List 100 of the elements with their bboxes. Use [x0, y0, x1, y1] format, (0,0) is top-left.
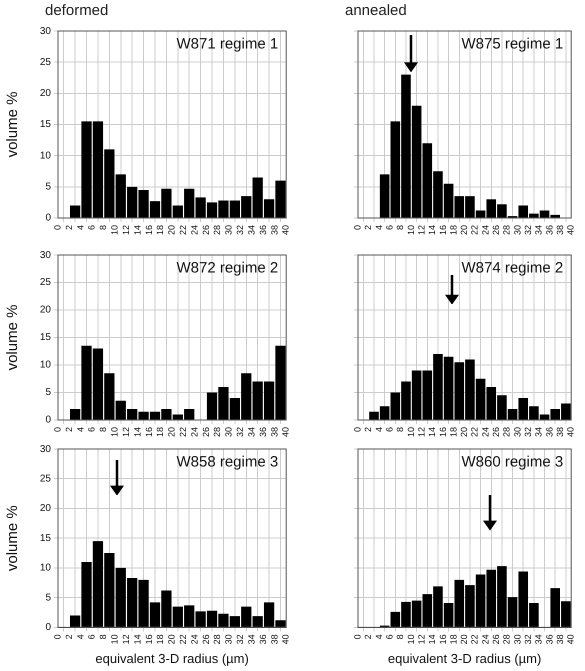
x-tick-label: 36 [544, 224, 554, 236]
y-tick-label: 20 [40, 88, 52, 100]
x-tick-label: 4 [374, 634, 384, 640]
x-tick-label: 34 [534, 224, 544, 236]
x-tick-label: 16 [438, 224, 448, 236]
y-axis-title: volume % [4, 505, 22, 572]
x-tick-label: 18 [448, 634, 458, 644]
x-tick-label: 32 [235, 634, 246, 644]
x-tick-label: 26 [491, 426, 502, 438]
x-tick-label: 0 [352, 224, 362, 230]
x-tick-label: 38 [555, 224, 566, 236]
x-tick-label: 14 [427, 426, 438, 438]
x-tick-label: 24 [189, 426, 200, 438]
x-tick-label: 22 [178, 426, 188, 438]
x-tick-label: 0 [352, 634, 362, 640]
y-tick-label: 20 [40, 503, 52, 514]
x-tick-label: 24 [480, 224, 490, 236]
x-tick-label: 12 [120, 634, 131, 644]
x-tick-label: 16 [144, 634, 154, 644]
x-tick-label: 36 [258, 426, 268, 438]
x-tick-label: 40 [280, 634, 291, 644]
x-tick-label: 8 [98, 634, 108, 640]
x-tick-label: 6 [384, 224, 394, 230]
y-tick-label: 25 [40, 277, 52, 288]
x-tick-label: 2 [64, 634, 74, 640]
y-tick-label: 20 [40, 304, 52, 316]
x-tick-label: 26 [491, 224, 502, 236]
x-tick-label: 8 [395, 634, 406, 640]
x-tick-label: 26 [491, 634, 502, 644]
x-tick-label: 16 [438, 426, 448, 438]
x-tick-label: 34 [246, 224, 256, 236]
x-tick-label: 4 [75, 224, 86, 230]
x-tick-label: 4 [75, 634, 86, 640]
x-tick-label: 24 [189, 224, 200, 236]
x-tick-label: 32 [523, 426, 534, 438]
x-tick-label: 4 [374, 224, 384, 230]
x-tick-label: 18 [448, 224, 458, 236]
x-tick-label: 30 [512, 634, 522, 644]
x-tick-label: 18 [448, 426, 458, 438]
x-tick-label: 40 [566, 426, 576, 438]
x-tick-label: 30 [224, 224, 234, 236]
x-tick-label: 20 [166, 224, 177, 236]
x-tick-label: 12 [120, 224, 131, 236]
chart-title: W860 regime 3 [461, 454, 564, 471]
x-tick-label: 22 [470, 634, 480, 644]
x-tick-label: 22 [470, 426, 480, 438]
y-tick-label: 10 [40, 562, 52, 574]
x-tick-label: 18 [155, 426, 166, 438]
x-tick-label: 0 [52, 634, 62, 640]
x-tick-label: 6 [86, 224, 97, 230]
y-tick-label: 15 [40, 119, 52, 130]
y-tick-label: 10 [40, 150, 52, 162]
y-tick-label: 15 [40, 532, 52, 544]
x-tick-label: 36 [544, 634, 554, 644]
y-tick-label: 5 [45, 592, 52, 604]
chart-title: W872 regime 2 [176, 260, 278, 277]
x-tick-label: 2 [64, 426, 74, 432]
x-tick-label: 2 [363, 634, 374, 640]
x-tick-label: 20 [459, 634, 470, 644]
x-tick-label: 34 [246, 426, 256, 438]
text: deformed [45, 2, 108, 19]
x-tick-label: 12 [120, 426, 131, 438]
x-tick-label: 6 [86, 426, 97, 432]
y-tick-label: 25 [40, 56, 52, 68]
x-tick-label: 4 [374, 426, 384, 432]
x-tick-label: 40 [280, 426, 291, 438]
x-tick-label: 14 [132, 426, 142, 438]
x-tick-label: 2 [64, 224, 74, 230]
x-tick-label: 30 [512, 426, 522, 438]
x-tick-label: 36 [258, 634, 268, 644]
chart-title: W874 regime 2 [461, 260, 564, 277]
y-tick-label: 5 [45, 387, 52, 398]
x-tick-label: 30 [224, 426, 234, 438]
y-axis-title: volume % [4, 92, 22, 158]
x-tick-label: 10 [110, 426, 120, 438]
x-tick-label: 30 [512, 224, 522, 236]
x-tick-label: 6 [384, 426, 394, 432]
chart-title: W858 regime 3 [176, 454, 278, 471]
y-tick-label: 25 [40, 473, 52, 484]
x-tick-label: 24 [480, 634, 490, 644]
x-tick-label: 20 [459, 224, 470, 236]
x-tick-label: 8 [98, 426, 108, 432]
y-axis-title: volume % [4, 304, 22, 370]
x-tick-label: 40 [566, 634, 576, 644]
x-tick-label: 24 [480, 426, 490, 438]
x-tick-label: 28 [212, 634, 222, 644]
x-tick-label: 32 [235, 426, 246, 438]
x-tick-label: 16 [144, 426, 154, 438]
x-tick-label: 2 [363, 224, 374, 230]
x-tick-label: 36 [258, 224, 268, 236]
x-tick-label: 38 [555, 426, 566, 438]
x-tick-label: 28 [502, 426, 512, 438]
x-tick-label: 40 [280, 224, 291, 236]
x-tick-label: 18 [155, 224, 166, 236]
x-tick-label: 20 [166, 426, 177, 438]
x-tick-label: 22 [470, 224, 480, 236]
x-tick-label: 12 [416, 634, 426, 644]
x-tick-label: 8 [98, 224, 108, 230]
x-tick-label: 28 [212, 224, 222, 236]
x-tick-label: 40 [566, 224, 576, 236]
